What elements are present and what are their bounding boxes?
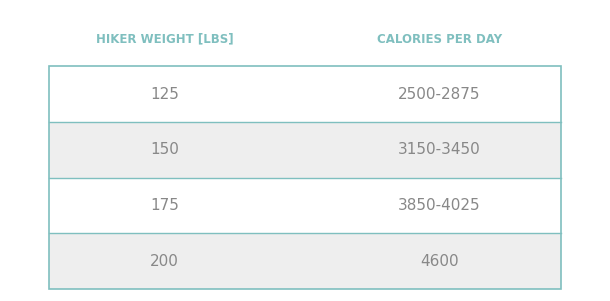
Text: 4600: 4600: [420, 254, 459, 268]
Text: 3150-3450: 3150-3450: [398, 142, 481, 157]
Text: 3850-4025: 3850-4025: [398, 198, 481, 213]
Bar: [49, 66, 561, 122]
Text: 150: 150: [150, 142, 179, 157]
Bar: [49, 178, 561, 233]
Text: HIKER WEIGHT [LBS]: HIKER WEIGHT [LBS]: [96, 33, 234, 46]
Text: 2500-2875: 2500-2875: [398, 87, 481, 101]
Bar: [49, 66, 561, 289]
Text: 200: 200: [150, 254, 179, 268]
Text: 125: 125: [150, 87, 179, 101]
Text: 175: 175: [150, 198, 179, 213]
Text: CALORIES PER DAY: CALORIES PER DAY: [376, 33, 502, 46]
Bar: [49, 233, 561, 289]
Bar: [49, 122, 561, 178]
